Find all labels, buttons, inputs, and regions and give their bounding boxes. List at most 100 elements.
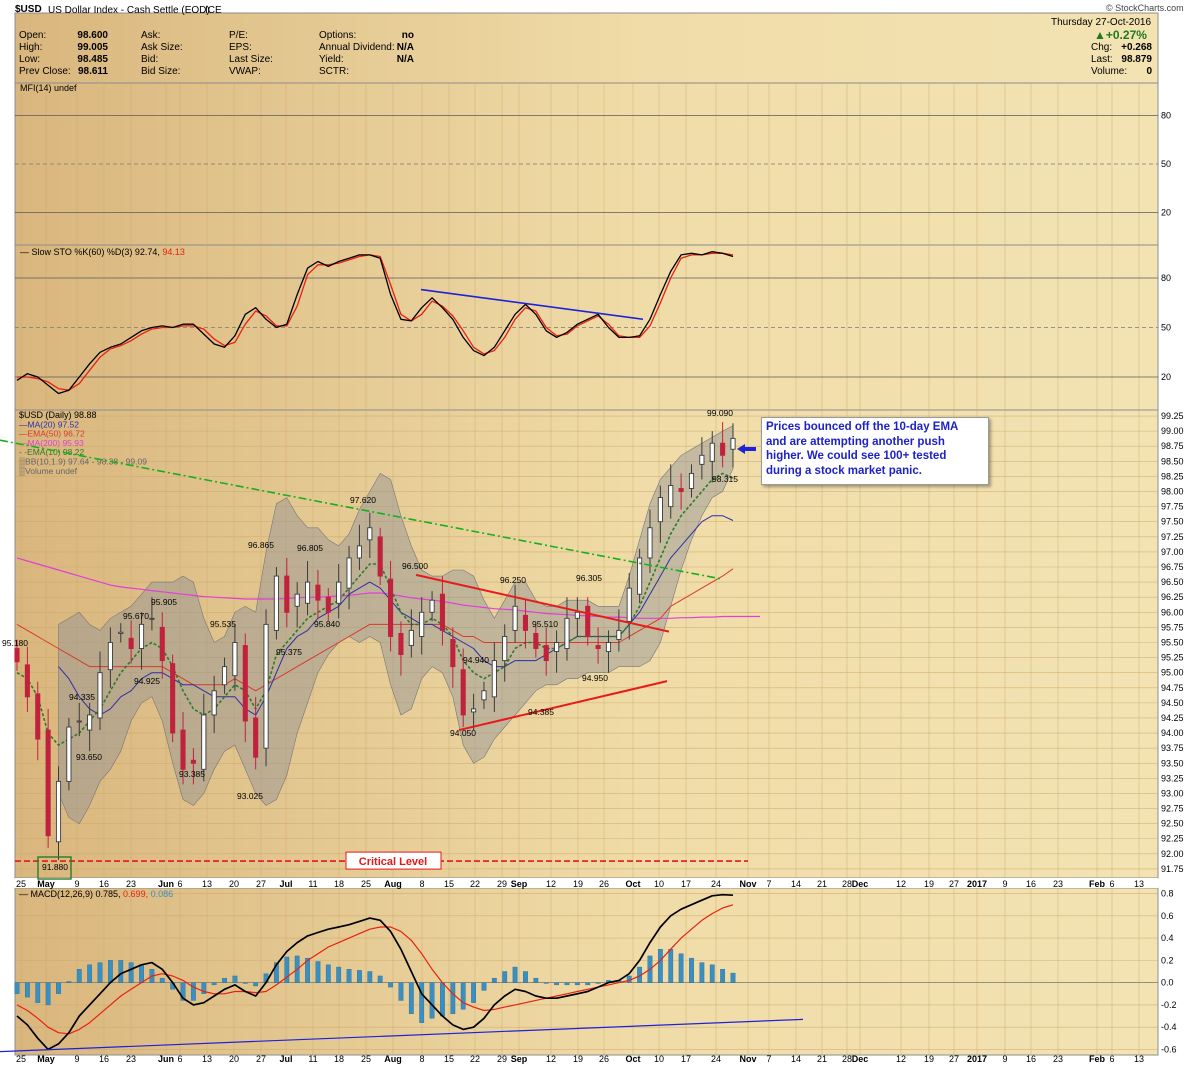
macd-tick-label: -0.2 <box>1161 1000 1177 1010</box>
date-tick-label: 25 <box>16 1054 26 1064</box>
date-tick-label: 9 <box>74 879 79 889</box>
macd-histogram-bar <box>76 969 82 983</box>
candle-body <box>450 639 456 668</box>
date-tick-label: 6 <box>177 1054 182 1064</box>
macd-histogram-bar <box>491 977 497 983</box>
candle-body <box>512 605 518 631</box>
sto-d-line <box>17 252 734 391</box>
price-tick-label: 97.25 <box>1161 532 1184 542</box>
ask-label: Bid Size: <box>141 66 181 77</box>
macd-histogram-bar <box>377 975 383 983</box>
support-trendline <box>458 680 668 732</box>
date-tick-label: 22 <box>470 879 480 889</box>
macd-histogram-bar <box>274 962 279 983</box>
date-tick-label: 27 <box>949 879 959 889</box>
macd-histogram-bar <box>325 964 331 983</box>
date-tick-label: Feb <box>1089 1054 1106 1064</box>
legend-entry: ▒Volume undef <box>19 466 78 476</box>
macd-histogram-bar <box>512 966 518 983</box>
date-tick-label: 28 <box>842 879 852 889</box>
macd-histogram-bar <box>242 982 248 984</box>
price-tick-label: 95.00 <box>1161 668 1184 678</box>
date-tick-label: 27 <box>949 1054 959 1064</box>
quote-value: 99.005 <box>77 42 108 53</box>
date-tick-label: 6 <box>1109 879 1114 889</box>
price-point-label: 94.950 <box>582 673 608 683</box>
price-point-label: 96.865 <box>248 540 274 550</box>
candle-body <box>543 645 549 662</box>
date-tick-label: 16 <box>1026 879 1036 889</box>
price-tick-label: 94.25 <box>1161 713 1184 723</box>
candle-body <box>398 632 404 656</box>
fundamental-label: EPS: <box>229 42 252 53</box>
date-tick-label: 14 <box>791 879 801 889</box>
candle-body <box>699 454 705 465</box>
date-tick-label: 9 <box>74 1054 79 1064</box>
price-point-label: 94.385 <box>528 707 554 717</box>
symbol: $USD <box>15 4 42 15</box>
note-line: and are attempting another push <box>766 435 945 448</box>
percent-change: ▲+0.27% <box>1094 28 1147 42</box>
macd-histogram-bar <box>471 982 476 1003</box>
date-tick-label: 19 <box>573 1054 583 1064</box>
candle-body <box>138 623 145 649</box>
macd-histogram-bar <box>398 982 404 1001</box>
price-tick-label: 96.25 <box>1161 592 1184 602</box>
candle-body <box>232 642 238 677</box>
macd-histogram-bar <box>709 964 715 983</box>
date-tick-label: Dec <box>852 879 869 889</box>
date-tick-label: 15 <box>444 879 454 889</box>
date-tick-label: 27 <box>256 1054 266 1064</box>
candle-body <box>87 714 93 731</box>
date-tick-label: 16 <box>99 879 109 889</box>
candle-body <box>730 437 736 450</box>
date-tick-label: 7 <box>766 1054 771 1064</box>
date-tick-label: 23 <box>1053 1054 1063 1064</box>
candle-body <box>284 575 290 613</box>
macd-histogram-bar <box>66 981 72 983</box>
date-tick-label: 16 <box>99 1054 109 1064</box>
price-tick-label: 93.75 <box>1161 743 1184 753</box>
price-tick-label: 96.75 <box>1161 562 1184 572</box>
macd-histogram-bar <box>574 982 580 986</box>
candle-body <box>388 578 394 637</box>
candle-body <box>294 593 300 607</box>
macd-histogram-bar <box>191 982 196 1001</box>
panel-macd <box>14 887 1159 1056</box>
price-tick-label: 98.50 <box>1161 456 1184 466</box>
candle-body <box>211 690 217 716</box>
sto-k-line <box>16 250 734 395</box>
candle-body <box>128 637 134 649</box>
sto-title-text: — Slow STO %K(60) %D(3) <box>20 247 135 257</box>
price-point-label: 94.335 <box>69 692 95 702</box>
price-point-label: 95.535 <box>210 619 236 629</box>
option-value: no <box>401 30 414 41</box>
date-axis-strip <box>15 878 1158 888</box>
macd-histogram-bar <box>367 971 373 983</box>
sto-title: — Slow STO %K(60) %D(3) 92.74, 94.13 <box>20 247 185 257</box>
macd-histogram-bar <box>211 982 217 986</box>
price-point-label: 98.315 <box>712 474 738 484</box>
date-tick-label: 8 <box>419 1054 424 1064</box>
date-tick-label: 25 <box>361 879 371 889</box>
date-tick-label: Feb <box>1089 879 1106 889</box>
macd-histogram-bar <box>720 969 726 983</box>
note-line: higher. We could see 100+ tested <box>766 450 947 462</box>
option-label: Annual Dividend: <box>319 42 395 53</box>
date-tick-label: Jul <box>279 1054 292 1064</box>
price-point-label: 95.670 <box>123 611 149 621</box>
date-tick-label: 13 <box>202 879 212 889</box>
fundamental-label: VWAP: <box>229 66 261 77</box>
candle-body <box>159 626 165 662</box>
date-tick-label: 12 <box>546 879 556 889</box>
price-tick-label: 94.00 <box>1161 728 1184 738</box>
macd-histogram-bar <box>97 962 103 983</box>
macd-histogram-bar <box>253 982 259 987</box>
ask-label: Bid: <box>141 54 159 65</box>
price-point-label: 96.250 <box>500 575 526 585</box>
candle-body <box>554 642 560 652</box>
fundamental-label: Last Size: <box>229 54 273 65</box>
legend-entry: ▒BB(10,1.9) 97.64 - 98.38 - 99.09 <box>19 457 147 467</box>
critical-level-label: Critical Level <box>359 856 427 868</box>
date-tick-label: 13 <box>1134 1054 1144 1064</box>
